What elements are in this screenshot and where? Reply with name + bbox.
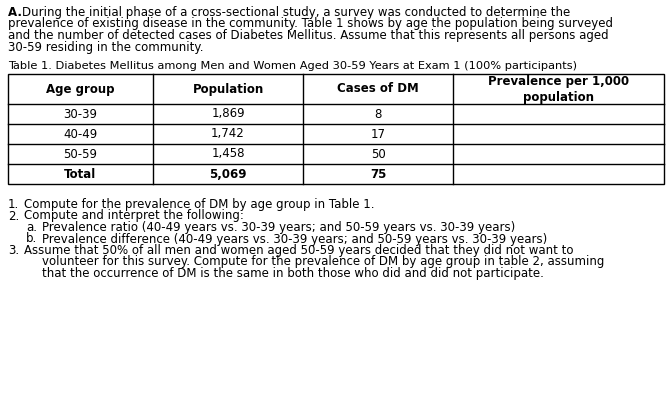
Text: a.: a.	[26, 221, 37, 234]
Text: Compute for the prevalence of DM by age group in Table 1.: Compute for the prevalence of DM by age …	[24, 198, 374, 211]
Text: Population: Population	[192, 83, 263, 96]
Text: Prevalence per 1,000
population: Prevalence per 1,000 population	[488, 75, 629, 104]
Text: 40-49: 40-49	[63, 127, 97, 141]
Text: prevalence of existing disease in the community. Table 1 shows by age the popula: prevalence of existing disease in the co…	[8, 17, 613, 31]
Text: 17: 17	[370, 127, 386, 141]
Text: 3.: 3.	[8, 244, 19, 257]
Text: Assume that 50% of all men and women aged 50-59 years decided that they did not : Assume that 50% of all men and women age…	[24, 244, 573, 257]
Text: Prevalence difference (40-49 years vs. 30-39 years; and 50-59 years vs. 30-39 ye: Prevalence difference (40-49 years vs. 3…	[42, 233, 547, 245]
Text: 75: 75	[370, 168, 386, 181]
Text: Age group: Age group	[46, 83, 115, 96]
Text: During the initial phase of a cross-sectional study, a survey was conducted to d: During the initial phase of a cross-sect…	[22, 6, 571, 19]
Bar	[8, 74, 664, 184]
Text: 1.: 1.	[8, 198, 19, 211]
Text: 2.: 2.	[8, 210, 19, 222]
Text: 8: 8	[374, 108, 382, 120]
Text: Cases of DM: Cases of DM	[337, 83, 419, 96]
Text: and the number of detected cases of Diabetes Mellitus. Assume that this represen: and the number of detected cases of Diab…	[8, 29, 609, 42]
Text: 1,458: 1,458	[211, 147, 245, 160]
Text: A.: A.	[8, 6, 26, 19]
Text: 30-39: 30-39	[63, 108, 97, 120]
Text: Table 1. Diabetes Mellitus among Men and Women Aged 30-59 Years at Exam 1 (100% : Table 1. Diabetes Mellitus among Men and…	[8, 61, 577, 71]
Text: Compute and interpret the following:: Compute and interpret the following:	[24, 210, 244, 222]
Text: Total: Total	[65, 168, 97, 181]
Text: that the occurrence of DM is the same in both those who did and did not particip: that the occurrence of DM is the same in…	[42, 267, 544, 280]
Text: 50-59: 50-59	[63, 147, 97, 160]
Text: 30-59 residing in the community.: 30-59 residing in the community.	[8, 40, 204, 54]
Text: b.: b.	[26, 233, 37, 245]
Text: volunteer for this survey. Compute for the prevalence of DM by age group in tabl: volunteer for this survey. Compute for t…	[42, 256, 604, 268]
Text: 1,742: 1,742	[211, 127, 245, 141]
Text: Prevalence ratio (40-49 years vs. 30-39 years; and 50-59 years vs. 30-39 years): Prevalence ratio (40-49 years vs. 30-39 …	[42, 221, 515, 234]
Text: 50: 50	[371, 147, 385, 160]
Text: 1,869: 1,869	[211, 108, 245, 120]
Text: 5,069: 5,069	[209, 168, 247, 181]
